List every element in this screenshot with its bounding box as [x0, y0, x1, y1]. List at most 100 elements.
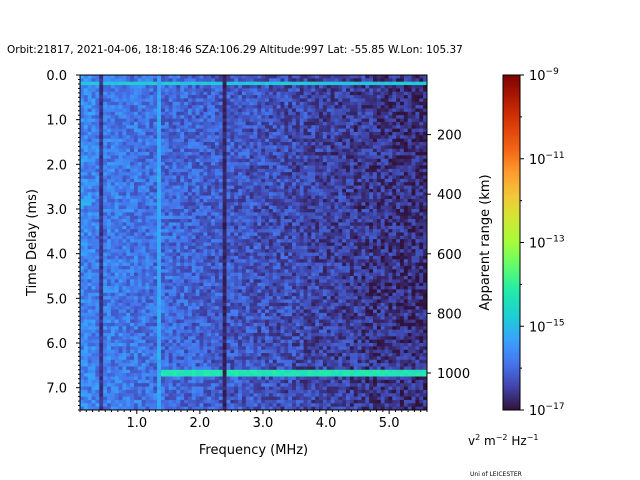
heatmap-cell: [172, 101, 177, 106]
heatmap-cell: [149, 195, 154, 200]
heatmap-cell: [249, 215, 254, 220]
heatmap-cell: [103, 302, 108, 307]
heatmap-cell: [207, 339, 212, 344]
heatmap-cell: [114, 292, 119, 297]
heatmap-cell: [172, 121, 177, 126]
heatmap-cell: [114, 165, 119, 170]
heatmap-cell: [218, 172, 224, 176]
heatmap-cell: [207, 108, 212, 113]
heatmap-cell: [153, 245, 158, 250]
heatmap-cell: [226, 95, 231, 99]
heatmap-cell: [103, 319, 108, 324]
heatmap-cell: [268, 252, 274, 257]
heatmap-cell: [145, 162, 150, 166]
heatmap-cell: [141, 306, 146, 310]
heatmap-cell: [187, 121, 193, 126]
heatmap-cell: [149, 131, 154, 136]
heatmap-cell: [234, 309, 239, 314]
heatmap-cell: [234, 209, 239, 213]
heatmap-cell: [207, 232, 212, 237]
heatmap-cell: [199, 95, 204, 99]
heatmap-cell: [176, 326, 181, 330]
heatmap-cell: [234, 329, 239, 334]
heatmap-cell: [137, 379, 143, 384]
heatmap-cell: [99, 326, 104, 330]
heatmap-cell: [87, 403, 92, 408]
heatmap-cell: [253, 383, 258, 387]
heatmap-cell: [126, 319, 131, 324]
heatmap-cell: [106, 95, 112, 99]
heatmap-cell: [118, 386, 123, 391]
heatmap-cell: [160, 81, 166, 86]
heatmap-cell: [249, 222, 254, 227]
heatmap-cell: [133, 215, 139, 220]
heatmap-cell: [83, 239, 89, 243]
heatmap-cell: [126, 373, 131, 377]
heatmap-cell: [153, 356, 158, 361]
heatmap-cell: [184, 386, 189, 391]
heatmap-cell: [87, 188, 92, 193]
heatmap-cell: [157, 75, 162, 79]
heatmap-cell: [184, 185, 189, 190]
heatmap-cell: [160, 209, 166, 213]
heatmap-cell: [80, 276, 85, 280]
heatmap-cells: [80, 75, 428, 411]
heatmap-cell: [157, 353, 162, 357]
heatmap-cell: [234, 255, 239, 260]
heatmap-cell: [176, 306, 181, 310]
heatmap-cell: [265, 319, 270, 324]
heatmap-cell: [145, 148, 150, 153]
heatmap-cell: [238, 396, 243, 401]
heatmap-cell: [95, 75, 100, 79]
heatmap-cell: [91, 115, 96, 119]
heatmap-cell: [106, 158, 112, 163]
heatmap-cell: [261, 356, 266, 361]
heatmap-cell: [230, 359, 235, 364]
heatmap-cell: [160, 115, 166, 119]
heatmap-cell: [191, 162, 197, 166]
heatmap-cell: [241, 162, 247, 166]
heatmap-cell: [137, 172, 143, 176]
heatmap-cell: [191, 242, 197, 247]
heatmap-cell: [103, 125, 108, 129]
heatmap-cell: [203, 209, 208, 213]
heatmap-cell: [87, 326, 92, 330]
heatmap-cell: [130, 145, 135, 150]
heatmap-cell: [249, 182, 254, 186]
heatmap-cell: [187, 316, 193, 320]
heatmap-cell: [164, 306, 170, 310]
heatmap-cell: [195, 91, 200, 96]
heatmap-cell: [137, 232, 143, 237]
heatmap-cell: [137, 182, 143, 186]
heatmap-cell: [230, 286, 235, 290]
heatmap-cell: [137, 158, 143, 163]
heatmap-cell: [103, 386, 108, 391]
heatmap-cell: [160, 235, 166, 240]
heatmap-cell: [172, 265, 177, 270]
heatmap-cell: [95, 108, 100, 113]
heatmap-cell: [184, 95, 189, 99]
heatmap-cell: [168, 85, 173, 89]
heatmap-cell: [91, 145, 96, 150]
heatmap-cell: [261, 249, 266, 253]
heatmap-cell: [99, 138, 104, 143]
heatmap-cell: [95, 195, 100, 200]
heatmap-cell: [238, 319, 243, 324]
heatmap-cell: [130, 322, 135, 327]
heatmap-cell: [149, 175, 154, 180]
heatmap-cell: [110, 215, 116, 220]
heatmap-cell: [126, 346, 131, 351]
heatmap-cell: [126, 108, 131, 113]
heatmap-cell: [114, 235, 119, 240]
heatmap-cell: [203, 393, 208, 397]
heatmap-cell: [191, 329, 197, 334]
heatmap-cell: [160, 265, 166, 270]
heatmap-cell: [114, 359, 119, 364]
heatmap-cell: [91, 332, 96, 337]
heatmap-cell: [199, 265, 204, 270]
heatmap-cell: [133, 299, 139, 304]
heatmap-cell: [230, 131, 235, 136]
heatmap-cell: [199, 118, 204, 123]
heatmap-cell: [230, 229, 235, 233]
heatmap-cell: [80, 403, 85, 408]
